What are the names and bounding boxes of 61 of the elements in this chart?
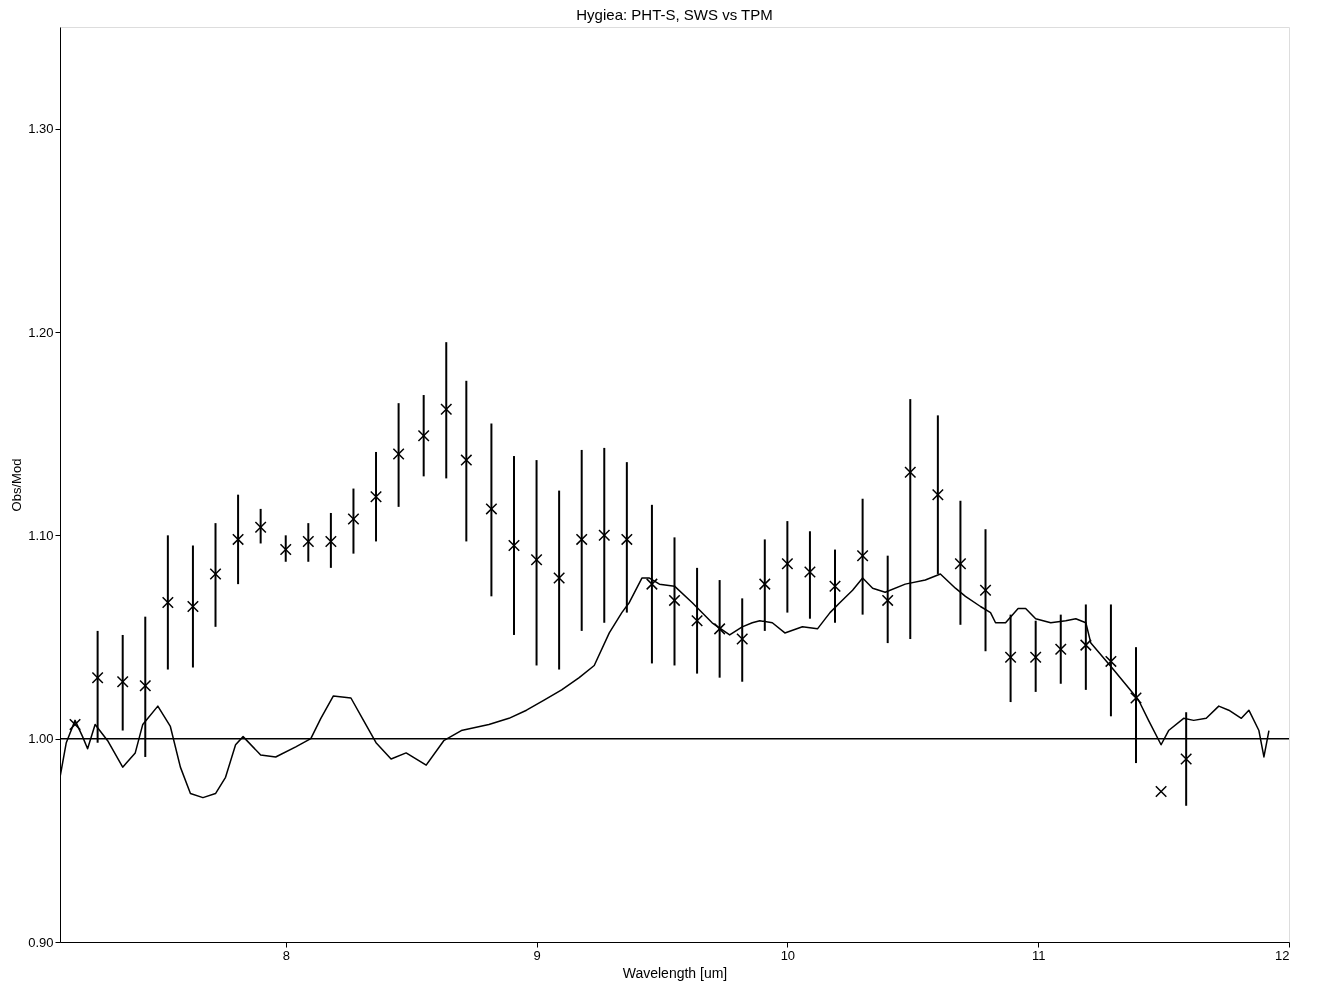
- x-tick-label: 9: [533, 947, 541, 963]
- point: [904, 466, 917, 479]
- y-tick-label: 0.90: [28, 934, 54, 950]
- point: [302, 535, 315, 548]
- point: [979, 584, 992, 597]
- point: [668, 594, 681, 607]
- point: [1155, 785, 1168, 798]
- point: [485, 502, 498, 515]
- point: [417, 429, 430, 442]
- point: [254, 521, 267, 534]
- point: [1054, 643, 1067, 656]
- x-tick-label: 11: [1031, 947, 1046, 963]
- point: [440, 403, 453, 416]
- point: [829, 580, 842, 593]
- x-tick-label: 12: [1275, 947, 1290, 963]
- point: [1029, 651, 1042, 664]
- point: [1104, 655, 1117, 668]
- x-tick-label: 8: [282, 947, 290, 963]
- point: [347, 513, 360, 526]
- point: [931, 488, 944, 501]
- x-tick-label: 10: [780, 947, 796, 963]
- point: [1130, 692, 1142, 704]
- point: [69, 718, 82, 731]
- point: [91, 671, 104, 684]
- point: [209, 567, 222, 580]
- point: [620, 533, 633, 546]
- point: [139, 679, 152, 692]
- point: [507, 539, 520, 552]
- point: [645, 578, 658, 591]
- point: [1180, 753, 1193, 765]
- point: [460, 454, 473, 467]
- point: [713, 622, 726, 635]
- point: [691, 614, 704, 627]
- point: [530, 553, 543, 566]
- point: [803, 565, 816, 578]
- point: [954, 557, 967, 570]
- chart-title: Hygiea: PHT-S, SWS vs TPM: [576, 6, 773, 23]
- point: [856, 549, 869, 562]
- point: [392, 448, 405, 460]
- point: [781, 557, 794, 570]
- point: [161, 596, 174, 609]
- point: [232, 533, 245, 546]
- point: [575, 533, 588, 546]
- point: [324, 535, 337, 548]
- y-tick-label: 1.10: [28, 527, 54, 543]
- y-tick-label: 1.20: [28, 324, 54, 340]
- point: [116, 675, 129, 688]
- point: [279, 543, 292, 556]
- y-tick-label: 1.30: [28, 121, 54, 137]
- point: [598, 529, 611, 542]
- point: [881, 594, 894, 607]
- point: [370, 490, 383, 503]
- x-axis-title: Wavelength [um]: [622, 964, 728, 981]
- point: [553, 572, 566, 585]
- point: [1004, 651, 1017, 664]
- point: [758, 578, 771, 591]
- y-axis-title: Obs/Mod: [9, 458, 25, 512]
- y-tick-label: 1.00: [28, 731, 54, 747]
- point: [736, 633, 749, 646]
- point: [1079, 639, 1092, 652]
- point: [186, 600, 199, 613]
